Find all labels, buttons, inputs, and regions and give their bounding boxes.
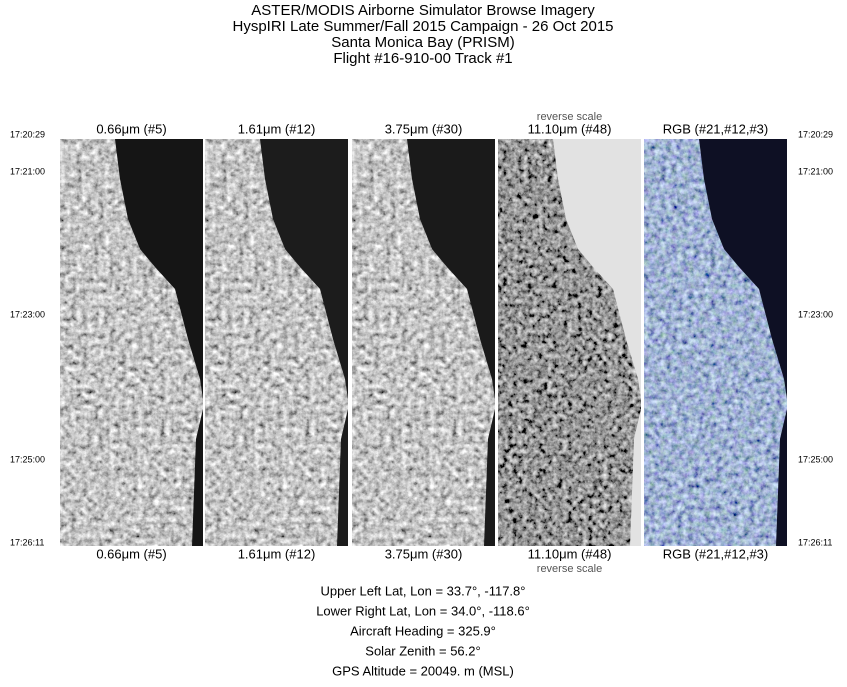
- info-line: Solar Zenith = 56.2°: [365, 643, 480, 658]
- panel-label-top: 1.61μm (#12): [238, 121, 316, 136]
- panel-label-bottom: 3.75μm (#30): [385, 546, 463, 561]
- info-line: Aircraft Heading = 325.9°: [350, 623, 496, 638]
- info-line: Upper Left Lat, Lon = 33.7°, -117.8°: [321, 583, 526, 598]
- ocean: [776, 409, 787, 546]
- time-label: 17:25:00: [798, 454, 833, 464]
- title-line: Flight #16-910-00 Track #1: [333, 50, 512, 67]
- title-line: Santa Monica Bay (PRISM): [331, 34, 514, 51]
- image-panel: [644, 139, 787, 546]
- panel-label-bottom: 1.61μm (#12): [238, 546, 316, 561]
- panel-label-bottom: 0.66μm (#5): [96, 546, 166, 561]
- time-label: 17:21:00: [10, 166, 45, 176]
- ocean: [407, 139, 495, 399]
- ocean: [192, 409, 203, 546]
- time-label: 17:26:11: [798, 537, 832, 547]
- panel-label-top: 11.10μm (#48): [528, 121, 612, 136]
- time-label: 17:23:00: [10, 309, 45, 319]
- info-line: GPS Altitude = 20049. m (MSL): [332, 663, 514, 678]
- info-line: Lower Right Lat, Lon = 34.0°, -118.6°: [316, 603, 530, 618]
- ocean: [699, 139, 787, 399]
- ocean: [115, 139, 203, 399]
- time-label: 17:25:00: [10, 454, 45, 464]
- title-line: HyspIRI Late Summer/Fall 2015 Campaign -…: [232, 18, 613, 35]
- scale-note: reverse scale: [537, 111, 602, 123]
- panel-label-top: 0.66μm (#5): [96, 121, 166, 136]
- panel-label-top: RGB (#21,#12,#3): [663, 121, 769, 136]
- panel-label-bottom: 11.10μm (#48): [528, 546, 612, 561]
- time-label: 17:20:29: [798, 129, 833, 139]
- ocean: [630, 409, 641, 546]
- time-label: 17:23:00: [798, 309, 833, 319]
- panel-label-top: 3.75μm (#30): [385, 121, 463, 136]
- time-label: 17:20:29: [10, 129, 45, 139]
- time-label: 17:21:00: [798, 166, 833, 176]
- ocean: [337, 409, 348, 546]
- image-panel: [498, 139, 641, 546]
- ocean: [484, 409, 495, 546]
- scale-note: reverse scale: [537, 563, 602, 575]
- image-panel: [352, 139, 495, 546]
- ocean: [260, 139, 348, 399]
- ocean: [553, 139, 641, 399]
- time-label: 17:26:11: [10, 537, 44, 547]
- image-panel: [60, 139, 203, 546]
- panel-label-bottom: RGB (#21,#12,#3): [663, 546, 769, 561]
- image-panel: [205, 139, 348, 546]
- title-line: ASTER/MODIS Airborne Simulator Browse Im…: [251, 2, 595, 19]
